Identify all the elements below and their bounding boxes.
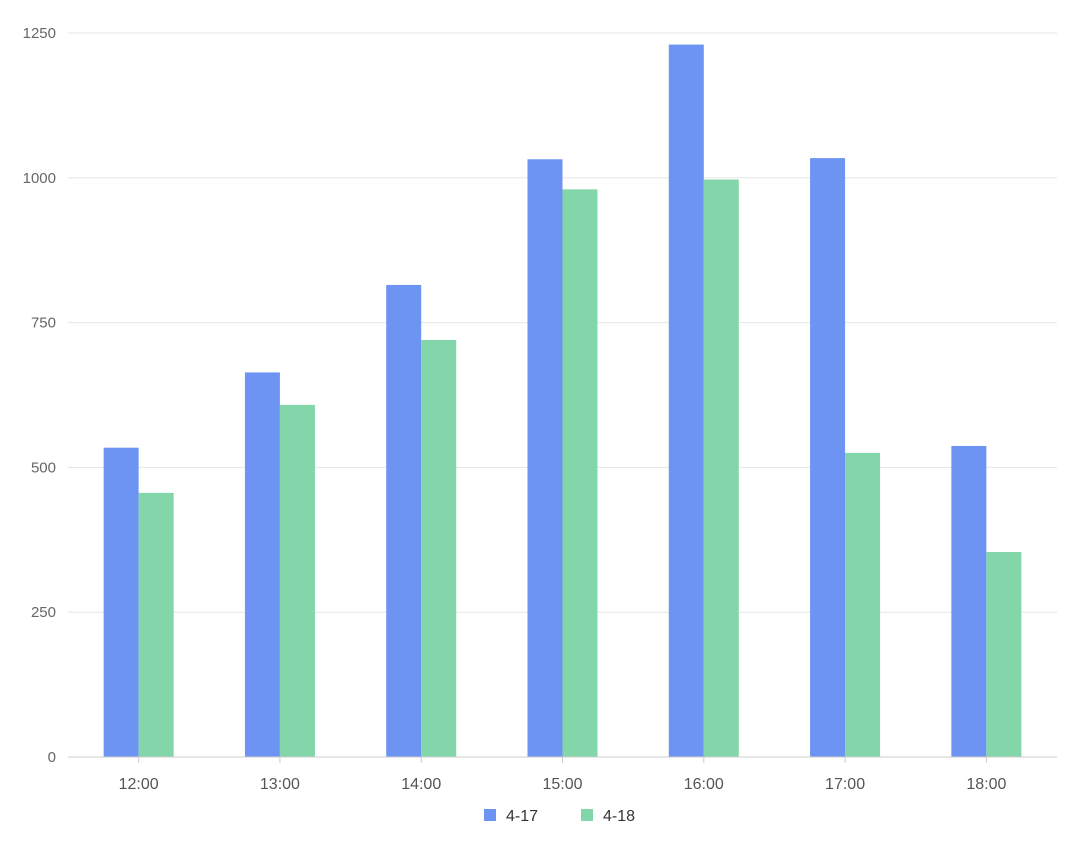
bar-4-18-14:00 xyxy=(421,339,457,757)
y-tick-label: 1250 xyxy=(23,25,56,42)
bar-4-17-17:00 xyxy=(810,158,846,758)
bar-4-18-16:00 xyxy=(703,179,739,757)
y-tick-label: 0 xyxy=(48,749,56,766)
legend-swatch xyxy=(484,809,496,821)
y-tick-label: 500 xyxy=(31,459,56,476)
bar-4-17-18:00 xyxy=(951,445,987,757)
bar-4-17-12:00 xyxy=(103,447,139,757)
legend-item-4-18[interactable]: 4-18 xyxy=(581,808,635,825)
bars xyxy=(103,44,1022,758)
legend: 4-17 4-18 xyxy=(484,808,635,825)
bar-4-17-13:00 xyxy=(244,372,280,757)
x-tick-label: 13:00 xyxy=(260,776,300,793)
bar-4-17-14:00 xyxy=(386,284,422,757)
bar-4-18-13:00 xyxy=(279,404,315,757)
legend-item-4-17[interactable]: 4-17 xyxy=(484,808,538,825)
bar-4-18-15:00 xyxy=(562,189,598,757)
legend-label: 4-18 xyxy=(603,808,635,825)
bar-4-17-16:00 xyxy=(668,44,704,758)
x-tick-label: 15:00 xyxy=(542,776,582,793)
bar-4-18-17:00 xyxy=(845,452,881,757)
y-axis-ticks: 0 250 500 750 1000 1250 xyxy=(23,25,56,766)
y-tick-label: 250 xyxy=(31,604,56,621)
y-tick-label: 1000 xyxy=(23,170,56,187)
x-axis: 12:00 13:00 14:00 15:00 16:00 17:00 18:00 xyxy=(68,756,1057,793)
bar-4-17-15:00 xyxy=(527,159,563,757)
x-tick-label: 12:00 xyxy=(119,776,159,793)
x-tick-label: 18:00 xyxy=(966,776,1006,793)
y-tick-label: 750 xyxy=(31,315,56,332)
legend-swatch xyxy=(581,809,593,821)
legend-label: 4-17 xyxy=(506,808,538,825)
x-tick-label: 14:00 xyxy=(401,776,441,793)
x-tick-label: 17:00 xyxy=(825,776,865,793)
bar-4-18-18:00 xyxy=(986,551,1022,757)
x-tick-label: 16:00 xyxy=(684,776,724,793)
bar-4-18-12:00 xyxy=(138,492,174,757)
